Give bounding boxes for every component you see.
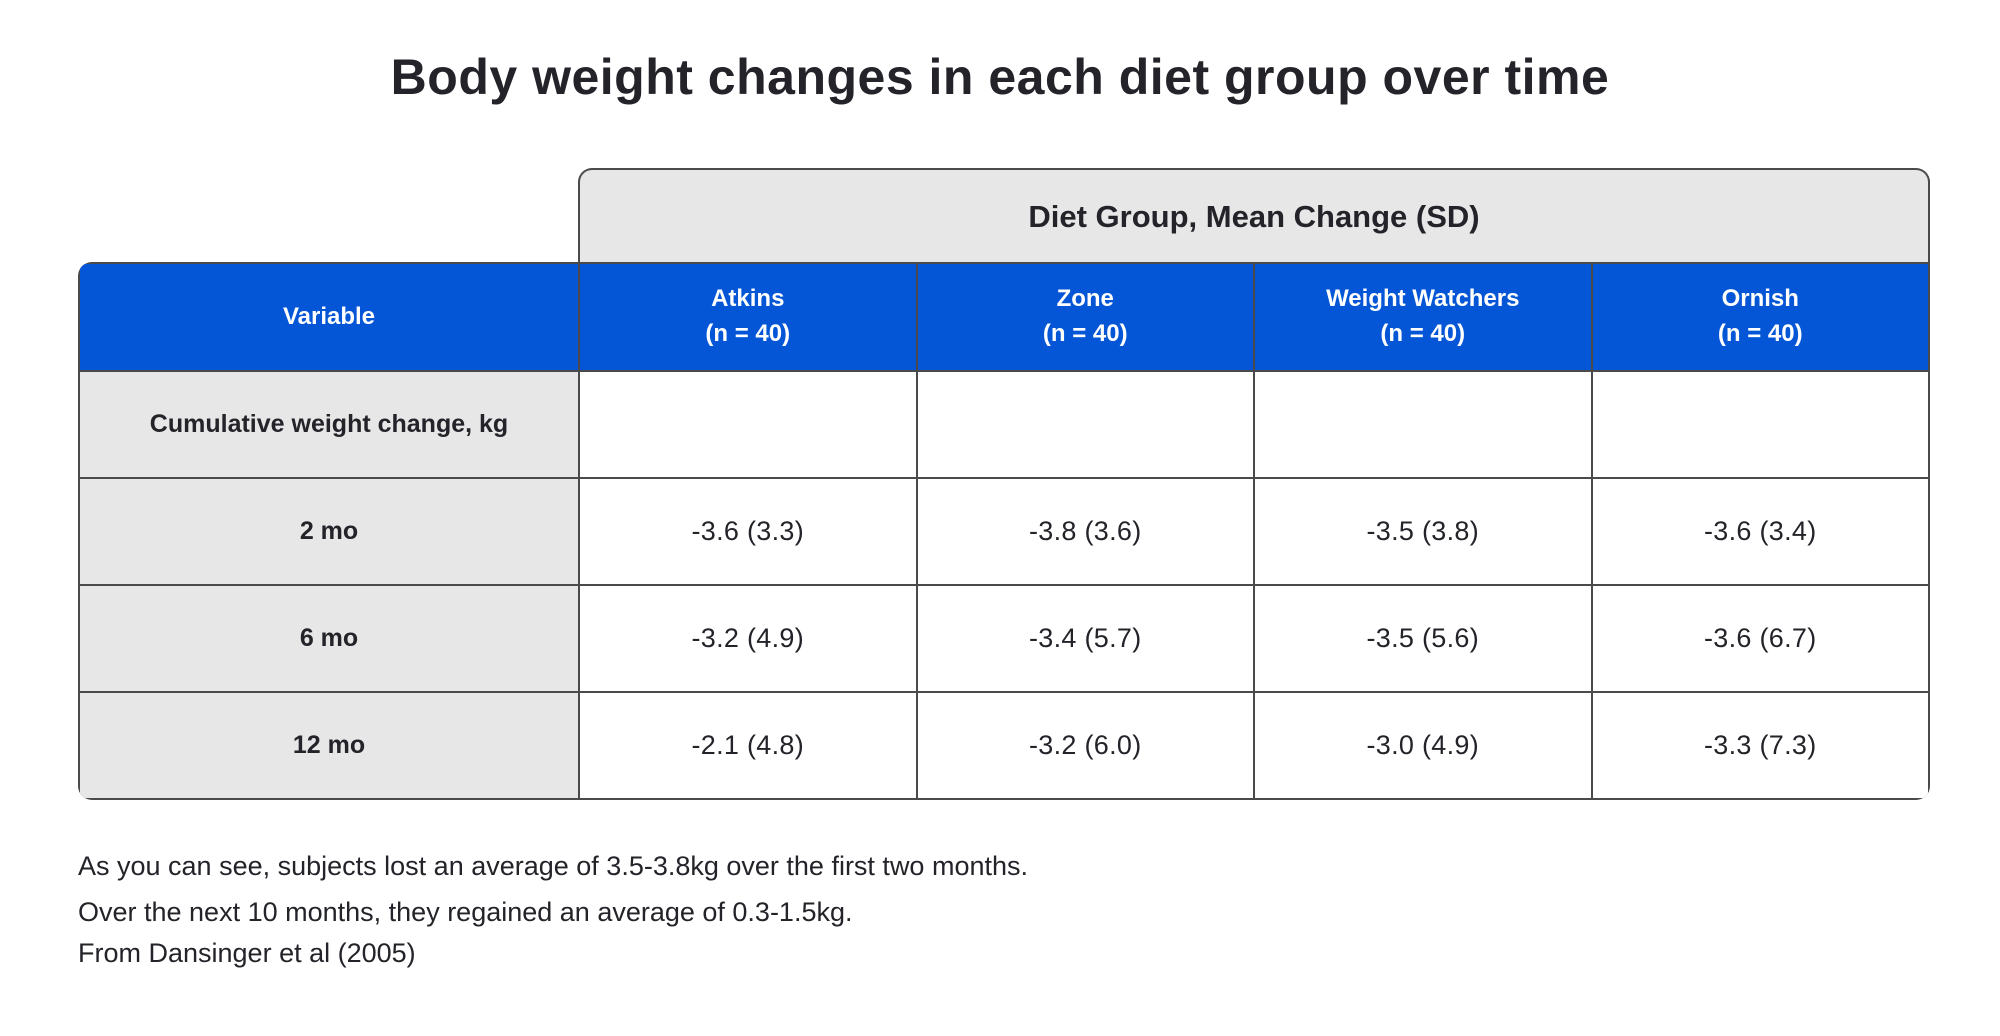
row-label-2mo: 2 mo bbox=[80, 479, 578, 584]
table-cell: -3.8 (3.6) bbox=[917, 479, 1253, 584]
column-header-sublabel: (n = 40) bbox=[1717, 320, 1803, 347]
table-cell: -3.3 (7.3) bbox=[1592, 693, 1928, 798]
row-label-cumulative: Cumulative weight change, kg bbox=[80, 372, 578, 477]
summary-note-line2: Over the next 10 months, they regained a… bbox=[78, 897, 853, 927]
column-header-label: Weight Watchers bbox=[1326, 285, 1520, 313]
table-grid: Variable Atkins (n = 40) Zone (n = 40) W… bbox=[78, 262, 1930, 800]
table-cell: -3.6 (3.4) bbox=[1592, 479, 1928, 584]
column-header-atkins: Atkins (n = 40) bbox=[580, 264, 916, 370]
table-cell: -3.5 (3.8) bbox=[1255, 479, 1591, 584]
column-header-weight-watchers: Weight Watchers (n = 40) bbox=[1255, 264, 1591, 370]
row-label-6mo: 6 mo bbox=[80, 586, 578, 691]
column-header-label: Ornish bbox=[1721, 285, 1799, 313]
table-cell: -3.4 (5.7) bbox=[917, 586, 1253, 691]
page-title: Body weight changes in each diet group o… bbox=[390, 49, 1610, 105]
column-header-zone: Zone (n = 40) bbox=[917, 264, 1253, 370]
column-header-label: Zone bbox=[1056, 285, 1114, 313]
diet-table: Diet Group, Mean Change (SD) Variable At… bbox=[78, 168, 1930, 800]
summary-notes: As you can see, subjects lost an average… bbox=[78, 843, 1028, 935]
table-cell bbox=[917, 372, 1253, 477]
table-cell: -3.6 (6.7) bbox=[1592, 586, 1928, 691]
table-cell bbox=[1592, 372, 1928, 477]
column-header-ornish: Ornish (n = 40) bbox=[1592, 264, 1928, 370]
table-cell bbox=[580, 372, 916, 477]
table-cell: -3.2 (6.0) bbox=[917, 693, 1253, 798]
column-header-variable: Variable bbox=[80, 264, 578, 370]
column-header-label: Variable bbox=[282, 302, 376, 330]
column-header-sublabel: (n = 40) bbox=[705, 320, 791, 347]
table-cell: -3.2 (4.9) bbox=[580, 586, 916, 691]
row-label-12mo: 12 mo bbox=[80, 693, 578, 798]
table-cell: -2.1 (4.8) bbox=[580, 693, 916, 798]
table-cell: -3.5 (5.6) bbox=[1255, 586, 1591, 691]
column-header-sublabel: (n = 40) bbox=[1380, 320, 1466, 347]
table-cell bbox=[1255, 372, 1591, 477]
table-cell: -3.6 (3.3) bbox=[580, 479, 916, 584]
source-citation: From Dansinger et al (2005) bbox=[78, 938, 416, 968]
column-header-sublabel: (n = 40) bbox=[1042, 320, 1128, 347]
table-cell: -3.0 (4.9) bbox=[1255, 693, 1591, 798]
column-header-label: Atkins bbox=[711, 285, 785, 313]
table-group-header: Diet Group, Mean Change (SD) bbox=[578, 168, 1930, 264]
summary-note-line1: As you can see, subjects lost an average… bbox=[78, 851, 1028, 881]
